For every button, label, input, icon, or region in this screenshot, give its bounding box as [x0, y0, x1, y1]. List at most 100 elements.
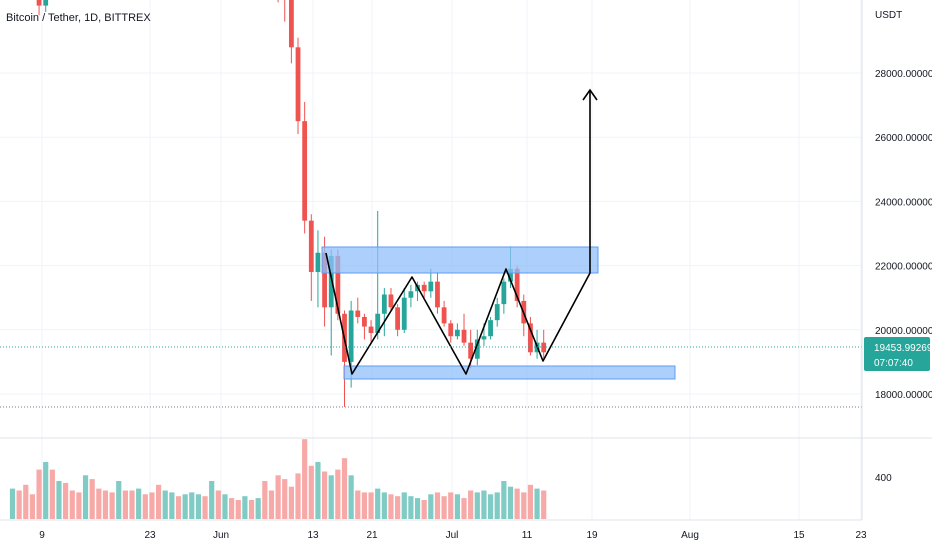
volume-bar — [222, 494, 228, 519]
volume-bar — [56, 481, 62, 519]
volume-bar — [507, 486, 514, 519]
volume-bar — [122, 490, 128, 519]
volume-bar — [395, 496, 401, 519]
candle — [421, 281, 427, 298]
candle — [428, 268, 434, 298]
price-axis: USDT 400 18000.00000 20000.00000 22000.000… — [0, 0, 932, 521]
y-tick-label: 22000.00000 — [875, 262, 932, 273]
volume-bar — [175, 496, 182, 519]
volume-bar — [248, 500, 255, 519]
volume-bar — [461, 498, 467, 519]
volume-bar — [361, 492, 368, 519]
candle — [501, 278, 507, 314]
double-bottom-path — [325, 91, 591, 375]
volume-bar — [468, 490, 474, 519]
volume-bar — [348, 475, 354, 519]
volume-bar — [202, 496, 208, 519]
candle — [284, 0, 286, 22]
volume-bar — [215, 490, 221, 519]
candle — [368, 320, 374, 343]
volume-bar — [527, 484, 534, 519]
volume-axis-tick: 400 — [875, 473, 892, 484]
x-tick-label: Aug — [681, 530, 699, 541]
chart-title: Bitcoin / Tether, 1D, BITTREX — [6, 12, 151, 24]
volume-bar — [282, 479, 288, 519]
volume-bar — [481, 490, 487, 519]
volume-bar — [136, 488, 142, 519]
currency-label: USDT — [875, 10, 902, 21]
volume-bar — [381, 492, 387, 519]
candle — [494, 297, 500, 327]
x-tick-label: 15 — [793, 530, 805, 541]
volume-bar — [341, 458, 348, 519]
candle — [43, 0, 49, 13]
support-zone — [343, 365, 676, 380]
volume-bar — [288, 486, 294, 519]
volume-bar — [421, 500, 427, 519]
volume-bar — [315, 462, 321, 519]
candle — [295, 37, 301, 134]
candle — [395, 304, 401, 337]
volume-bar — [268, 490, 275, 519]
volume-bar — [9, 488, 16, 519]
volume-bar — [448, 492, 454, 519]
x-tick-label: Jun — [213, 530, 229, 541]
candle — [388, 288, 394, 311]
volume-bar — [235, 500, 241, 519]
y-tick-label: 20000.00000 — [875, 326, 932, 337]
volume-bar — [63, 482, 69, 519]
candle — [461, 313, 467, 346]
x-tick-label: Jul — [446, 530, 459, 541]
candle — [401, 288, 407, 334]
y-tick-label: 18000.00000 — [875, 390, 932, 401]
volume-bar — [375, 488, 381, 519]
volume-bar — [89, 479, 95, 519]
volume-bar — [16, 490, 22, 519]
resistance-zone — [321, 246, 599, 274]
volume-bar — [102, 490, 109, 519]
volume-bars — [9, 439, 547, 519]
volume-bar — [129, 490, 135, 519]
x-tick-label: 13 — [307, 530, 319, 541]
volume-bar — [36, 469, 42, 519]
volume-bar — [441, 496, 447, 519]
volume-bar — [521, 492, 527, 519]
volume-bar — [155, 484, 162, 519]
volume-bar — [541, 490, 547, 519]
volume-bar — [295, 473, 301, 519]
x-tick-label: 23 — [855, 530, 867, 541]
time-axis: 9 23 Jun 13 21 Jul 11 19 Aug 15 23 — [39, 530, 867, 541]
candle — [375, 211, 381, 340]
volume-bar — [116, 481, 122, 519]
volume-bar — [29, 494, 36, 519]
y-tick-label: 28000.00000 — [875, 69, 932, 80]
volume-bar — [189, 492, 195, 519]
volume-bar — [69, 490, 75, 519]
volume-bar — [454, 494, 460, 519]
candle — [381, 288, 387, 337]
volume-bar — [76, 492, 82, 519]
volume-bar — [43, 462, 49, 519]
volume-bar — [302, 439, 308, 519]
candle — [362, 313, 367, 340]
volume-bar — [142, 494, 148, 519]
volume-bar — [162, 490, 168, 519]
x-tick-label: 19 — [586, 530, 598, 541]
last-price-countdown: 07:07:40 — [874, 358, 913, 369]
volume-bar — [109, 492, 115, 519]
volume-bar — [328, 475, 334, 519]
volume-bar — [534, 488, 540, 519]
x-tick-label: 11 — [522, 530, 533, 541]
x-tick-label: 9 — [39, 530, 45, 541]
volume-bar — [209, 481, 215, 519]
volume-bar — [262, 481, 268, 519]
volume-bar — [308, 465, 314, 519]
last-price-tag: 19453.99269 07:07:40 — [864, 337, 932, 371]
candle — [36, 0, 42, 16]
volume-bar — [335, 469, 341, 519]
volume-bar — [368, 492, 374, 519]
y-tick-label: 24000.00000 — [875, 197, 932, 208]
pattern-drawings — [0, 88, 862, 408]
